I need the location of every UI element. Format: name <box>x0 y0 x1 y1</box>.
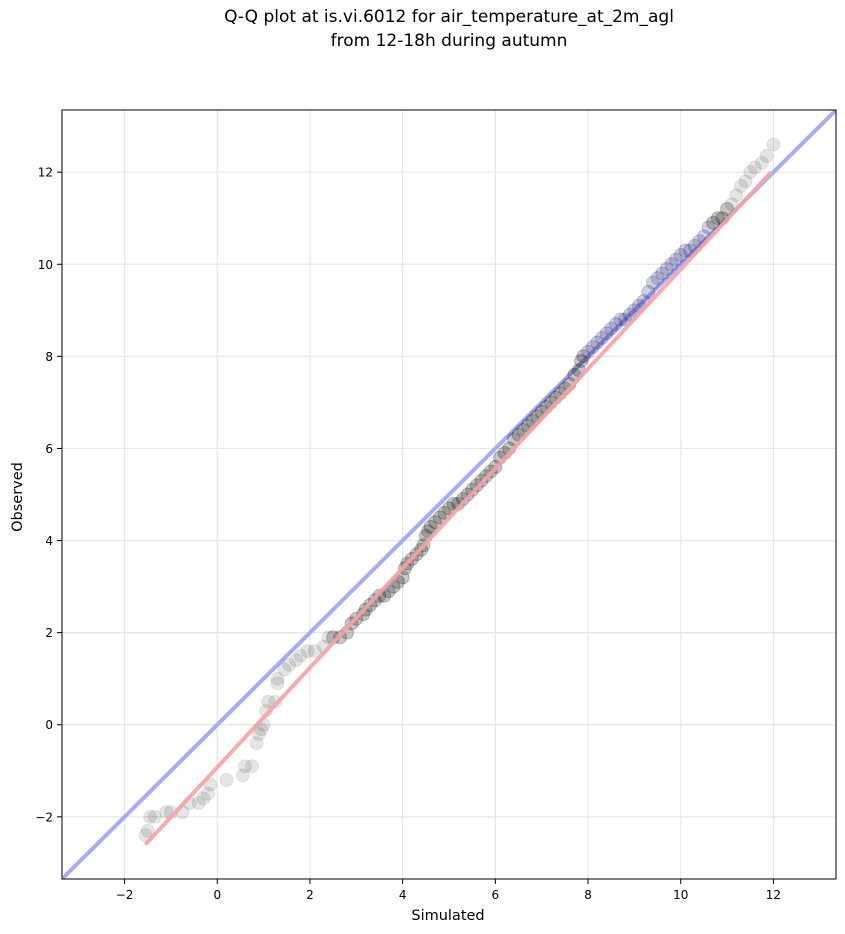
data-point <box>300 644 315 659</box>
data-point <box>706 215 721 230</box>
data-point <box>191 796 206 811</box>
data-point <box>759 149 774 164</box>
data-point <box>594 330 609 345</box>
axes <box>61 109 837 880</box>
data-point <box>574 353 589 368</box>
data-point <box>321 630 336 645</box>
data-point <box>219 772 234 787</box>
x-tick-label: −2 <box>116 888 134 902</box>
y-tick-label: 4 <box>45 534 53 548</box>
data-point <box>428 515 443 530</box>
data-point <box>766 137 781 152</box>
data-point <box>235 768 250 783</box>
data-point <box>581 344 596 359</box>
data-point <box>147 809 162 824</box>
fit-line <box>143 170 773 846</box>
data-point <box>143 809 158 824</box>
data-point <box>664 257 679 272</box>
data-point <box>720 202 735 217</box>
fit-line-group <box>143 170 773 846</box>
data-point <box>277 662 292 677</box>
data-point <box>268 694 283 709</box>
data-point <box>261 694 276 709</box>
grid <box>62 110 836 879</box>
data-point <box>747 160 762 175</box>
data-point <box>608 317 623 332</box>
data-point <box>645 275 660 290</box>
data-point <box>140 823 155 838</box>
y-axis-label: Observed <box>10 462 26 532</box>
y-tick-label: −2 <box>35 810 53 824</box>
y-tick-label: 6 <box>45 442 53 456</box>
data-point <box>200 786 215 801</box>
data-point <box>576 349 591 364</box>
data-point <box>754 155 769 170</box>
data-point <box>585 340 600 355</box>
data-point <box>249 736 264 751</box>
data-point <box>729 188 744 203</box>
data-point <box>432 510 447 525</box>
data-point <box>701 220 716 235</box>
data-point <box>282 657 297 672</box>
x-tick-label: 4 <box>399 888 407 902</box>
data-point <box>678 243 693 258</box>
data-point <box>245 759 260 774</box>
x-tick-label: 8 <box>584 888 592 902</box>
x-tick-label: 10 <box>673 888 688 902</box>
data-point <box>650 271 665 286</box>
data-point <box>465 482 480 497</box>
y-tick-label: 8 <box>45 350 53 364</box>
data-point <box>270 676 285 691</box>
chart-title: Q-Q plot at is.vi.6012 for air_temperatu… <box>224 7 674 27</box>
x-axis-label: Simulated <box>411 908 484 924</box>
x-tick-label: 12 <box>766 888 781 902</box>
data-points <box>138 137 781 843</box>
data-point <box>733 178 748 193</box>
x-tick-label: 2 <box>306 888 314 902</box>
y-tick-label: 2 <box>45 626 53 640</box>
data-point <box>655 266 670 281</box>
data-point <box>659 261 674 276</box>
data-point <box>599 326 614 341</box>
data-point <box>710 211 725 226</box>
data-point <box>437 505 452 520</box>
data-point <box>743 165 758 180</box>
data-point <box>293 648 308 663</box>
data-point <box>738 174 753 189</box>
data-point <box>613 312 628 327</box>
x-tick-label: 0 <box>213 888 221 902</box>
data-point <box>423 519 438 534</box>
data-point <box>724 197 739 212</box>
y-tick-label: 0 <box>45 718 53 732</box>
y-tick-label: 10 <box>38 258 53 272</box>
data-point <box>673 248 688 263</box>
ticks: −2 0 2 4 6 8 10 12 −2 0 2 4 6 8 10 12 <box>35 166 781 902</box>
data-point <box>270 671 285 686</box>
data-point <box>641 284 656 299</box>
data-point <box>196 791 211 806</box>
y-tick-label: 12 <box>38 166 53 180</box>
x-tick-label: 6 <box>492 888 500 902</box>
data-point <box>289 653 304 668</box>
chart-subtitle: from 12-18h during autumn <box>330 31 568 51</box>
data-point <box>307 644 322 659</box>
data-point <box>442 501 456 516</box>
plot-frame <box>61 109 837 880</box>
data-point <box>604 321 619 336</box>
data-point <box>669 252 684 267</box>
data-point <box>251 726 266 741</box>
data-point <box>238 759 253 774</box>
data-point <box>590 335 605 350</box>
